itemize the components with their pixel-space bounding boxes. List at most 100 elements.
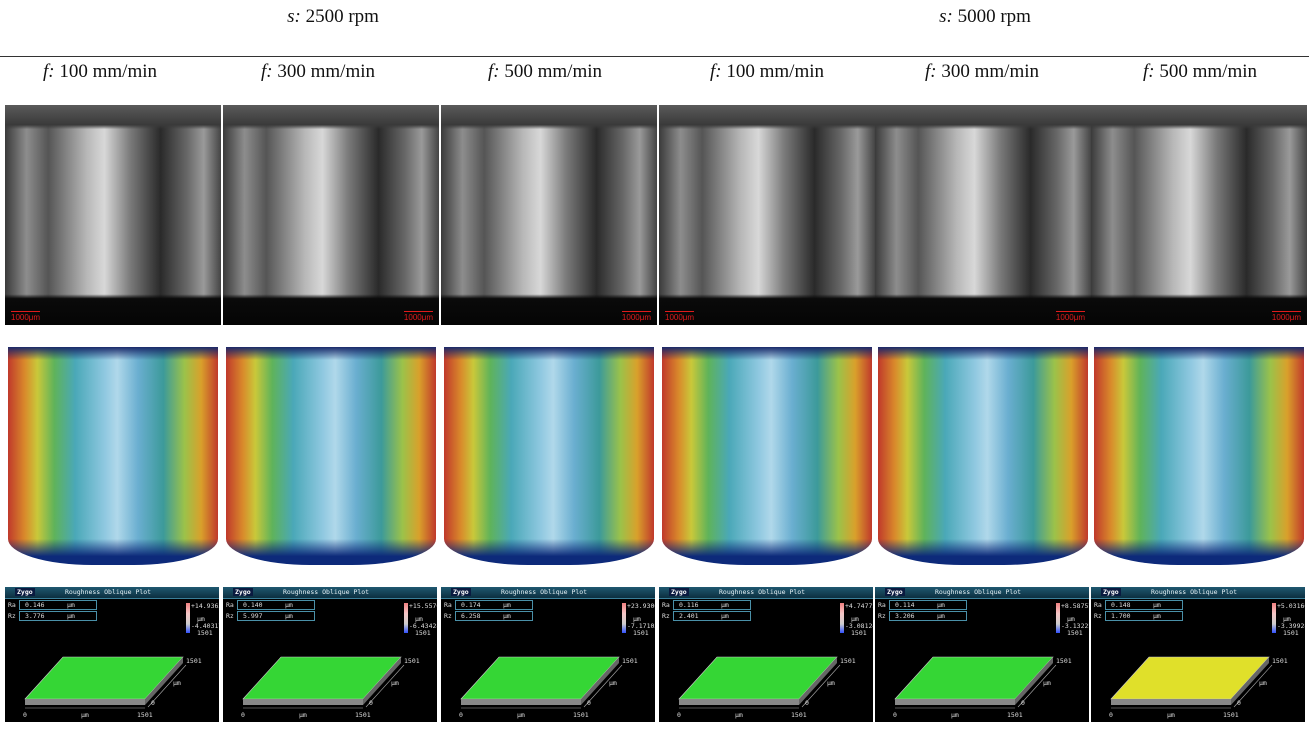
feed-value: 300 mm/min <box>277 61 375 82</box>
axis-unit: μm <box>81 711 89 719</box>
axis-unit: μm <box>735 711 743 719</box>
axis-unit: μm <box>299 711 307 719</box>
axis-origin: 0 <box>1109 711 1113 719</box>
height-map <box>444 347 654 565</box>
scale-bar: 1000μm <box>1272 311 1301 322</box>
optical-photo: 1000μm <box>5 105 221 325</box>
speed-value: 2500 rpm <box>306 6 379 27</box>
surface <box>461 657 619 699</box>
surface-plot <box>1091 587 1305 722</box>
surface-edge <box>679 699 799 705</box>
axis-extent: 1501 <box>622 657 638 665</box>
axis-unit: μm <box>609 679 617 687</box>
axis-origin: 0 <box>1021 699 1025 707</box>
surface-plot <box>441 587 655 722</box>
axis-origin: 0 <box>241 711 245 719</box>
axis-extent: 1501 <box>573 711 589 719</box>
axis-unit: μm <box>951 711 959 719</box>
optical-photo: 1000μm <box>659 105 875 325</box>
feed-prefix: f: <box>1143 61 1155 82</box>
surface-plot <box>5 587 219 722</box>
scale-bar: 1000μm <box>404 311 433 322</box>
surface <box>679 657 837 699</box>
axis-unit: μm <box>827 679 835 687</box>
scale-bar: 1000μm <box>11 311 40 322</box>
scale-bar: 1000μm <box>665 311 694 322</box>
axis-extent: 1501 <box>791 711 807 719</box>
optical-photo: 1000μm <box>223 105 439 325</box>
zygo-panel: ZygoRoughness Oblique PlotRa0.146μmRz3.7… <box>5 587 219 722</box>
height-map <box>226 347 436 565</box>
feed-prefix: f: <box>710 61 722 82</box>
axis-origin: 0 <box>587 699 591 707</box>
axis-origin: 0 <box>151 699 155 707</box>
speed-header: s: 5000 rpm <box>939 6 1031 28</box>
feed-prefix: f: <box>488 61 500 82</box>
axis-origin: 0 <box>893 711 897 719</box>
feed-value: 500 mm/min <box>504 61 602 82</box>
axis-extent: 1501 <box>137 711 153 719</box>
axis-origin: 0 <box>805 699 809 707</box>
surface-edge <box>243 699 363 705</box>
feed-header: f: 500 mm/min <box>1143 61 1257 83</box>
surface-edge <box>25 699 145 705</box>
speed-prefix: s: <box>287 6 301 27</box>
feed-value: 300 mm/min <box>941 61 1039 82</box>
axis-extent: 1501 <box>404 657 420 665</box>
surface <box>895 657 1053 699</box>
feed-header: f: 100 mm/min <box>43 61 157 83</box>
scale-bar: 1000μm <box>622 311 651 322</box>
speed-prefix: s: <box>939 6 953 27</box>
height-map <box>662 347 872 565</box>
axis-extent: 1501 <box>1056 657 1072 665</box>
zygo-panel: ZygoRoughness Oblique PlotRa0.116μmRz2.4… <box>659 587 873 722</box>
feed-prefix: f: <box>925 61 937 82</box>
surface <box>243 657 401 699</box>
surface <box>1111 657 1269 699</box>
feed-value: 100 mm/min <box>59 61 157 82</box>
height-map <box>878 347 1088 565</box>
speed-header: s: 2500 rpm <box>287 6 379 28</box>
optical-photo: 1000μm <box>875 105 1091 325</box>
speed-value: 5000 rpm <box>958 6 1031 27</box>
surface <box>25 657 183 699</box>
axis-origin: 0 <box>1237 699 1241 707</box>
feed-value: 100 mm/min <box>726 61 824 82</box>
feed-prefix: f: <box>43 61 55 82</box>
surface-plot <box>659 587 873 722</box>
figure: s: 2500 rpms: 5000 rpmf: 100 mm/min1000μ… <box>0 0 1309 743</box>
height-map <box>8 347 218 565</box>
feed-header: f: 100 mm/min <box>710 61 824 83</box>
surface-edge <box>895 699 1015 705</box>
surface-plot <box>223 587 437 722</box>
axis-unit: μm <box>517 711 525 719</box>
axis-extent: 1501 <box>1223 711 1239 719</box>
axis-unit: μm <box>1259 679 1267 687</box>
feed-prefix: f: <box>261 61 273 82</box>
optical-photo: 1000μm <box>1091 105 1307 325</box>
zygo-panel: ZygoRoughness Oblique PlotRa0.140μmRz5.9… <box>223 587 437 722</box>
axis-unit: μm <box>1043 679 1051 687</box>
axis-unit: μm <box>391 679 399 687</box>
axis-origin: 0 <box>369 699 373 707</box>
axis-origin: 0 <box>459 711 463 719</box>
axis-origin: 0 <box>677 711 681 719</box>
height-map <box>1094 347 1304 565</box>
axis-extent: 1501 <box>1007 711 1023 719</box>
axis-extent: 1501 <box>840 657 856 665</box>
optical-photo: 1000μm <box>441 105 657 325</box>
surface-edge <box>1111 699 1231 705</box>
axis-extent: 1501 <box>186 657 202 665</box>
axis-extent: 1501 <box>355 711 371 719</box>
axis-unit: μm <box>1167 711 1175 719</box>
feed-header: f: 500 mm/min <box>488 61 602 83</box>
scale-bar: 1000μm <box>1056 311 1085 322</box>
zygo-panel: ZygoRoughness Oblique PlotRa0.174μmRz6.2… <box>441 587 655 722</box>
axis-extent: 1501 <box>1272 657 1288 665</box>
header-rule <box>0 56 1309 57</box>
axis-unit: μm <box>173 679 181 687</box>
feed-header: f: 300 mm/min <box>925 61 1039 83</box>
surface-edge <box>461 699 581 705</box>
